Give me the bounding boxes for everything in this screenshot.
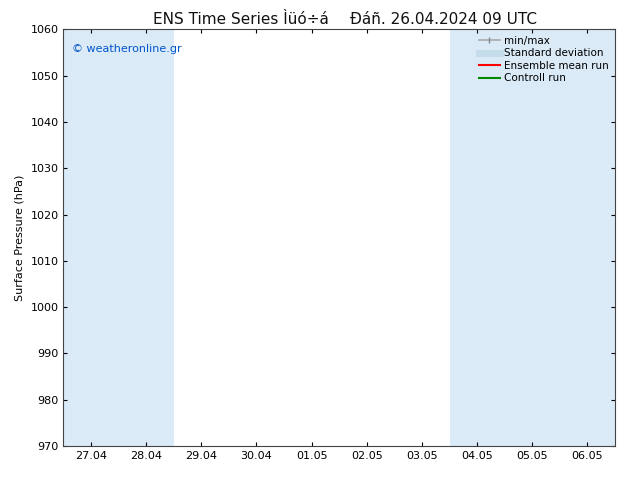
Text: © weatheronline.gr: © weatheronline.gr: [72, 44, 181, 54]
Legend: min/max, Standard deviation, Ensemble mean run, Controll run: min/max, Standard deviation, Ensemble me…: [476, 32, 612, 87]
Bar: [505, 29, 560, 446]
Bar: [450, 29, 505, 446]
Bar: [560, 29, 615, 446]
Bar: [119, 29, 174, 446]
Bar: [63, 29, 119, 446]
Y-axis label: Surface Pressure (hPa): Surface Pressure (hPa): [15, 174, 25, 301]
Text: ENS Time Series Ìüó÷á: ENS Time Series Ìüó÷á: [153, 12, 329, 27]
Text: Đáñ. 26.04.2024 09 UTC: Đáñ. 26.04.2024 09 UTC: [351, 12, 537, 27]
